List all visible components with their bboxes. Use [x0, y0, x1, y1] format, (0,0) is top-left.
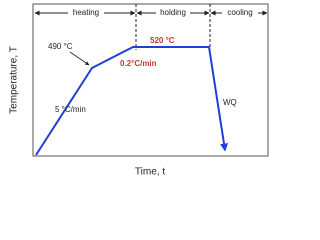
- rate-label: 5 °C/min: [55, 105, 86, 114]
- phase-label: cooling: [227, 8, 252, 17]
- x-axis-label: Time, t: [135, 167, 165, 178]
- diagram: heating holding cooling 490 °C 520 °C 0.…: [9, 3, 269, 178]
- label-bg: [222, 7, 258, 19]
- label-bg: [68, 7, 104, 19]
- y-axis-label: Temperature, T: [9, 46, 20, 114]
- label-bg: [156, 7, 190, 19]
- page: {"phases": ["heating", "holding", "cooli…: [8, 3, 269, 178]
- phase-label: holding: [160, 8, 186, 17]
- plot-frame: [32, 3, 269, 157]
- peak-label: 520 °C: [150, 36, 175, 45]
- quench-label: WQ: [223, 98, 237, 107]
- schedule-curve: [35, 46, 228, 156]
- knee-label: 490 °C: [48, 42, 73, 51]
- pointer-arrow: [69, 51, 90, 66]
- phase-label: heating: [73, 8, 99, 17]
- rate-label: 0.2°C/min: [120, 59, 157, 68]
